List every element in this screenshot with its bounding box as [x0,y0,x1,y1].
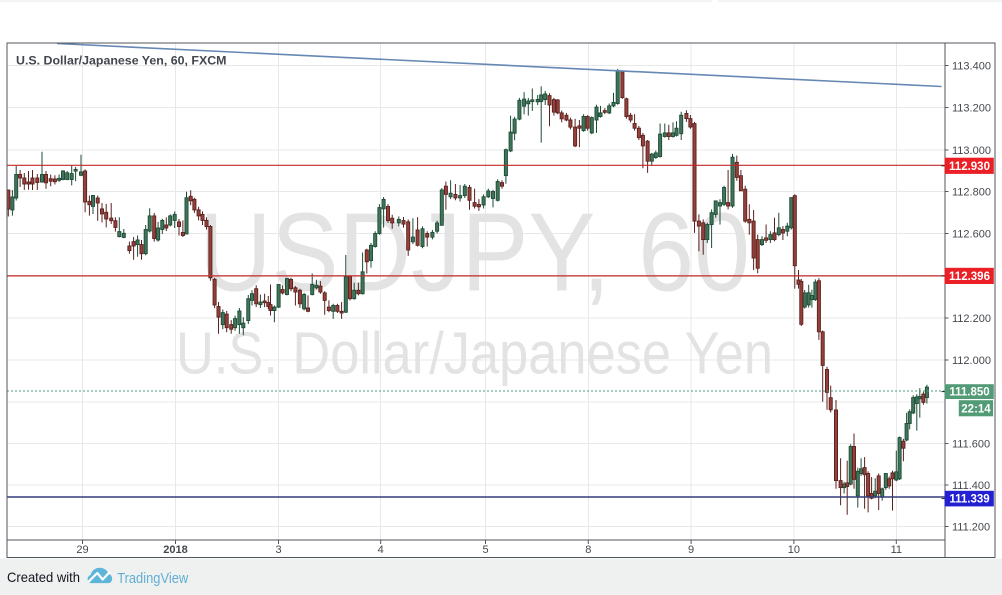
svg-text:11: 11 [891,544,902,556]
svg-text:3: 3 [275,544,281,556]
svg-text:112.000: 112.000 [952,355,991,367]
svg-text:9: 9 [688,544,694,556]
svg-text:5: 5 [482,544,488,556]
svg-text:113.200: 113.200 [952,103,991,115]
svg-text:111.339: 111.339 [949,494,989,506]
svg-text:22:14: 22:14 [961,403,991,415]
svg-text:TradingView: TradingView [117,571,188,587]
svg-text:111.200: 111.200 [952,522,990,534]
svg-text:112.930: 112.930 [949,161,990,173]
svg-text:2018: 2018 [163,544,187,556]
svg-text:Created with: Created with [7,569,80,585]
svg-text:111.400: 111.400 [952,480,990,492]
svg-text:4: 4 [378,544,384,556]
svg-text:113.000: 113.000 [952,145,991,157]
svg-text:U.S. Dollar/Japanese Yen: U.S. Dollar/Japanese Yen [176,320,773,387]
svg-text:U.S. Dollar/Japanese Yen, 60,: U.S. Dollar/Japanese Yen, 60, FXCM [16,54,227,68]
svg-text:112.600: 112.600 [952,229,991,241]
svg-text:112.800: 112.800 [952,187,991,199]
svg-text:112.396: 112.396 [949,271,990,283]
svg-text:111.850: 111.850 [949,387,989,399]
svg-text:111.600: 111.600 [952,439,990,451]
svg-text:8: 8 [585,544,591,556]
svg-text:29: 29 [76,544,88,556]
svg-text:USDJPY, 60: USDJPY, 60 [199,191,750,315]
svg-text:10: 10 [788,544,800,556]
svg-text:113.400: 113.400 [952,61,991,73]
svg-text:112.200: 112.200 [952,313,991,325]
